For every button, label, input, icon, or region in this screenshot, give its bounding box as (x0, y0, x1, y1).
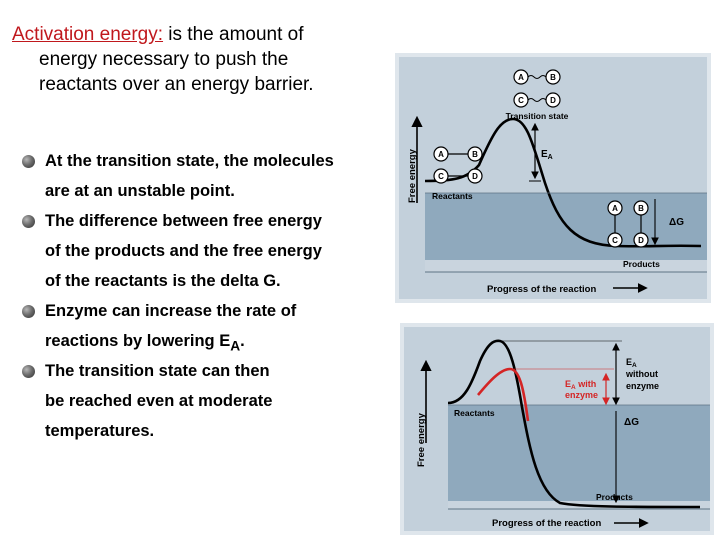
activation-energy-diagram: Free energy Progress of the reaction E A … (395, 53, 711, 303)
products-label: Products (596, 492, 633, 502)
svg-text:C: C (612, 236, 618, 245)
reactant-energy-band (448, 405, 710, 501)
svg-text:A: A (518, 73, 524, 82)
bullet-line-ea: reactions by lowering EA. (45, 330, 382, 360)
ea-label-e: E (541, 149, 548, 160)
bullet-line: be reached even at moderate (45, 392, 273, 410)
svg-text:A: A (438, 150, 444, 159)
ea-no-line3: enzyme (626, 381, 659, 391)
product-molecules: A B C D (607, 200, 649, 248)
bullet-line: The difference between free energy (45, 212, 322, 230)
ea-label: EA (541, 149, 553, 161)
ea-no-line2: without (625, 369, 658, 379)
bullet-icon (22, 215, 35, 228)
bullet-item: At the transition state, the molecules a… (22, 150, 382, 210)
slide-title: Activation energy: is the amount of ener… (12, 22, 372, 97)
transition-state-molecules: A B C D (513, 69, 561, 108)
bullet-line: Enzyme can increase the rate of (45, 302, 297, 320)
svg-text:C: C (438, 172, 444, 181)
svg-text:B: B (550, 73, 556, 82)
ea-no-sub: A (632, 362, 637, 369)
ea-label-sub: A (548, 154, 553, 161)
ea-no-enzyme-label: EA (626, 357, 637, 369)
bullet-line: temperatures. (45, 422, 155, 440)
x-axis-label: Progress of the reaction (487, 284, 596, 295)
bullet-icon (22, 155, 35, 168)
svg-text:B: B (472, 150, 478, 159)
ea-enzyme-with: with (576, 379, 597, 389)
title-line-2: energy necessary to push the (39, 49, 289, 70)
energy-curve (424, 117, 702, 248)
bullet-ea-prefix: reactions by lowering E (45, 332, 231, 350)
y-axis-label: Free energy (407, 148, 418, 203)
enzyme-activation-diagram: Free energy Progress of the reaction EA … (400, 323, 714, 535)
svg-text:C: C (518, 96, 524, 105)
y-axis-label: Free energy (416, 412, 427, 467)
transition-state-label: Transition state (506, 111, 569, 121)
bullet-list: At the transition state, the molecules a… (22, 150, 382, 450)
curve-with-enzyme (477, 367, 530, 422)
svg-text:D: D (638, 236, 644, 245)
title-line-3: reactants over an energy barrier. (39, 74, 314, 95)
delta-g-label: ΔG (624, 417, 639, 428)
ea-enzyme-line2: enzyme (565, 390, 598, 400)
curve-without-enzyme (447, 339, 701, 509)
ea-enzyme-e: E (565, 379, 571, 389)
bullet-line: of the reactants is the delta G. (45, 272, 281, 290)
ea-enzyme-sub: A (571, 384, 576, 391)
reactant-molecules: A B C D (433, 146, 483, 184)
svg-text:B: B (638, 204, 644, 213)
bullet-item: The difference between free energy of th… (22, 210, 382, 300)
reactants-label: Reactants (454, 408, 495, 418)
ea-no-e: E (626, 357, 632, 367)
bullet-line: The transition state can then (45, 362, 270, 380)
ea-enzyme-label: EA with (565, 379, 596, 391)
x-axis-label: Progress of the reaction (492, 518, 601, 529)
bullet-icon (22, 365, 35, 378)
reactants-label: Reactants (432, 191, 473, 201)
bullet-ea-sub: A (230, 338, 241, 354)
bullet-icon (22, 305, 35, 318)
bullet-ea-suffix: . (240, 332, 245, 350)
products-label: Products (623, 259, 660, 269)
products-level-band (425, 260, 707, 272)
bullet-item: The transition state can then be reached… (22, 360, 382, 450)
svg-text:D: D (472, 172, 478, 181)
bullet-line: of the products and the free energy (45, 242, 322, 260)
title-term: Activation energy: (12, 24, 164, 45)
delta-g-label: ΔG (669, 217, 684, 228)
bullet-line: At the transition state, the molecules (45, 152, 334, 170)
svg-text:D: D (550, 96, 556, 105)
svg-text:A: A (612, 204, 618, 213)
title-rest: is the amount of (163, 24, 304, 45)
bullet-item: Enzyme can increase the rate of reaction… (22, 300, 382, 360)
bullet-line: are at an unstable point. (45, 182, 235, 200)
